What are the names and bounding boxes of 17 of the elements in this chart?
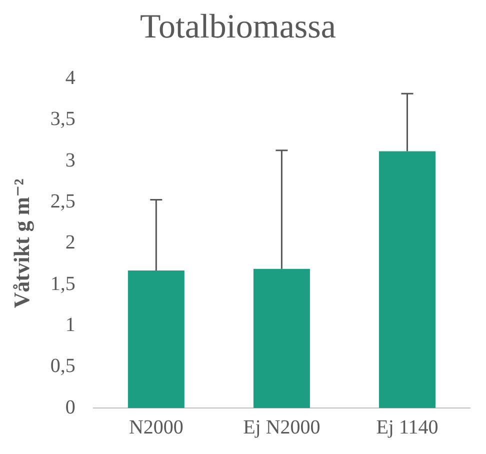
y-tick-label: 0: [65, 396, 76, 418]
y-axis-title: Våtvikt g m⁻²: [8, 178, 34, 308]
x-tick-label: Ej 1140: [376, 416, 438, 438]
y-tick-label: 1: [65, 314, 76, 336]
bar: [378, 151, 436, 408]
y-tick-label: 1,5: [50, 272, 76, 295]
y-tick-label: 3,5: [50, 108, 76, 130]
x-tick-label: Ej N2000: [243, 416, 320, 438]
y-tick-label: 4: [65, 67, 76, 90]
bar: [253, 268, 310, 408]
bar: [128, 270, 184, 408]
y-tick-label: 0,5: [50, 355, 76, 378]
x-tick-label: N2000: [128, 416, 184, 438]
y-tick-label: 3: [65, 149, 76, 172]
y-tick-label: 2: [65, 232, 76, 254]
chart-title: Totalbiomassa: [140, 8, 336, 46]
y-tick-label: 2,5: [50, 190, 76, 212]
